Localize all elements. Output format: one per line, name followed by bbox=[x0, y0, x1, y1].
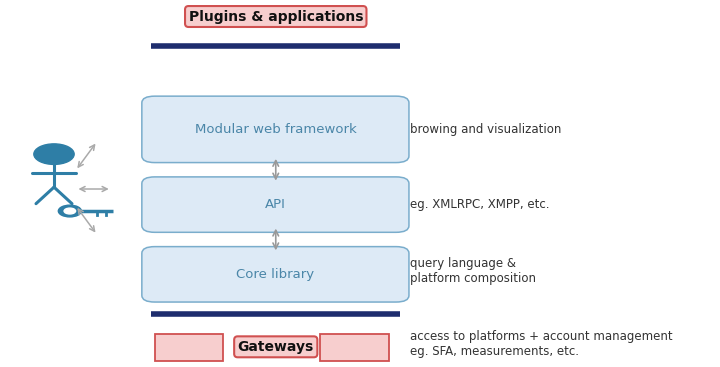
Text: Plugins & applications: Plugins & applications bbox=[189, 10, 363, 23]
Text: Gateways: Gateways bbox=[238, 340, 314, 354]
Text: query language &
platform composition: query language & platform composition bbox=[410, 257, 536, 285]
Text: Modular web framework: Modular web framework bbox=[194, 123, 356, 136]
FancyBboxPatch shape bbox=[320, 334, 389, 361]
FancyBboxPatch shape bbox=[142, 96, 409, 163]
Text: browing and visualization: browing and visualization bbox=[410, 123, 562, 136]
Circle shape bbox=[34, 144, 74, 164]
Circle shape bbox=[64, 208, 76, 214]
FancyBboxPatch shape bbox=[142, 247, 409, 302]
Text: API: API bbox=[265, 198, 286, 211]
Circle shape bbox=[58, 205, 81, 217]
FancyBboxPatch shape bbox=[155, 334, 223, 361]
FancyBboxPatch shape bbox=[142, 177, 409, 232]
Text: eg. XMLRPC, XMPP, etc.: eg. XMLRPC, XMPP, etc. bbox=[410, 198, 550, 211]
Text: Core library: Core library bbox=[236, 268, 315, 281]
Text: access to platforms + account management
eg. SFA, measurements, etc.: access to platforms + account management… bbox=[410, 330, 673, 358]
